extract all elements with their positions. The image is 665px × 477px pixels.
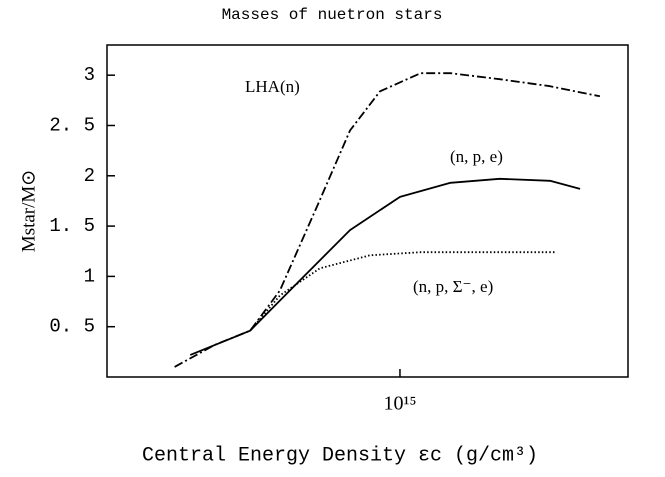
plot-frame — [106, 44, 629, 378]
y-tick-label: 1 — [84, 265, 95, 287]
x-tick-label: 10¹⁵ — [383, 393, 416, 415]
y-tick-label: 1. 5 — [49, 215, 95, 237]
series-label: LHA(n) — [245, 77, 300, 96]
x-axis-label: Central Energy Density εc (g/cm³) — [142, 444, 538, 467]
series-line — [249, 251, 555, 332]
chart-title: Masses of nuetron stars — [222, 6, 443, 24]
y-tick-label: 0. 5 — [49, 316, 95, 338]
series-label: (n, p, Σ⁻, e) — [413, 277, 493, 296]
y-tick-label: 2 — [84, 165, 95, 187]
series-label: (n, p, e) — [450, 147, 503, 166]
y-axis-label: Mstar/M⊙ — [18, 170, 39, 252]
y-tick-label: 3 — [84, 64, 95, 86]
y-tick-label: 2. 5 — [49, 115, 95, 137]
series-line — [174, 72, 601, 368]
series-line — [189, 177, 581, 356]
